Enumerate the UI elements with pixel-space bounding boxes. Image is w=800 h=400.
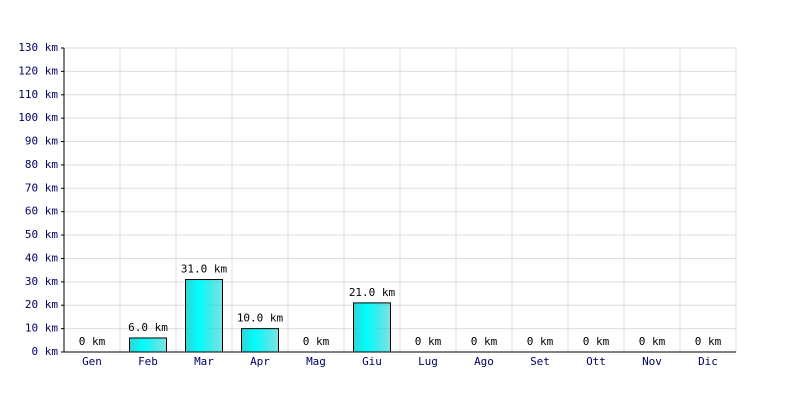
y-tick-label: 70 km [25, 181, 58, 194]
x-tick-label: Ott [586, 355, 606, 368]
value-label: 0 km [79, 335, 106, 348]
value-label: 21.0 km [349, 286, 396, 299]
x-tick-label: Dic [698, 355, 718, 368]
value-label: 0 km [415, 335, 442, 348]
y-tick-label: 100 km [18, 111, 58, 124]
x-tick-label: Gen [82, 355, 102, 368]
x-tick-label: Ago [474, 355, 494, 368]
x-tick-label: Mag [306, 355, 326, 368]
x-tick-label: Lug [418, 355, 438, 368]
value-label: 6.0 km [128, 321, 168, 334]
x-tick-label: Set [530, 355, 550, 368]
value-label: 0 km [527, 335, 554, 348]
value-label: 0 km [471, 335, 498, 348]
x-tick-label: Giu [362, 355, 382, 368]
bar [129, 337, 167, 353]
y-tick-label: 80 km [25, 158, 58, 171]
bar [185, 279, 223, 353]
y-tick-label: 110 km [18, 88, 58, 101]
bar [353, 302, 391, 353]
value-label: 10.0 km [237, 312, 284, 325]
value-label: 31.0 km [181, 263, 228, 276]
y-tick-label: 90 km [25, 135, 58, 148]
value-label: 0 km [695, 335, 722, 348]
y-tick-label: 50 km [25, 228, 58, 241]
y-tick-label: 40 km [25, 251, 58, 264]
y-tick-label: 30 km [25, 275, 58, 288]
x-tick-label: Mar [194, 355, 214, 368]
y-tick-label: 130 km [18, 41, 58, 54]
y-tick-label: 120 km [18, 64, 58, 77]
bar [241, 328, 279, 353]
x-tick-label: Nov [642, 355, 662, 368]
value-label: 0 km [639, 335, 666, 348]
y-tick-label: 20 km [25, 298, 58, 311]
value-label: 0 km [583, 335, 610, 348]
y-tick-label: 10 km [25, 322, 58, 335]
value-label: 0 km [303, 335, 330, 348]
y-tick-label: 0 km [32, 345, 59, 358]
x-tick-label: Apr [250, 355, 270, 368]
x-tick-label: Feb [138, 355, 158, 368]
y-tick-label: 60 km [25, 205, 58, 218]
